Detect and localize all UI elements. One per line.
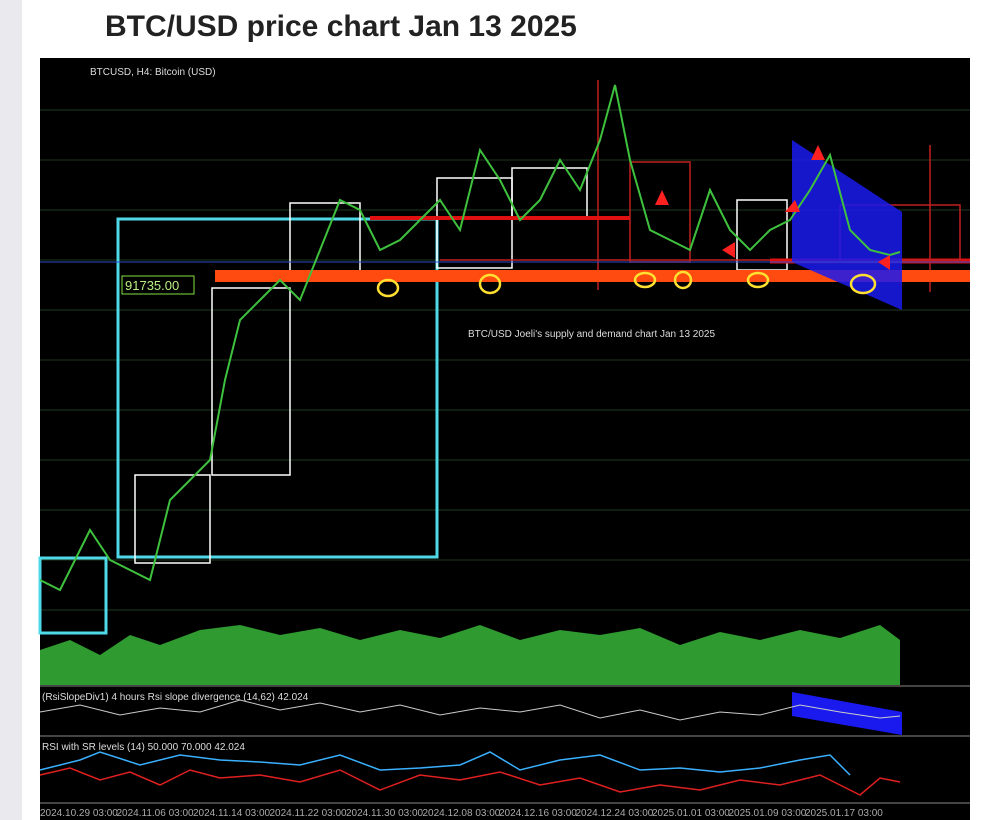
x-tick-label: 2025.01.01 03:00 (652, 808, 730, 819)
symbol-label: BTCUSD, H4: Bitcoin (USD) (90, 67, 216, 78)
x-tick-label: 2024.11.14 03:00 (193, 808, 271, 819)
support-band (215, 270, 970, 282)
channel (792, 140, 902, 310)
rsi-line (39, 751, 851, 776)
panel-label: (RsiSlopeDiv1) 4 hours Rsi slope diverge… (42, 692, 309, 703)
x-tick-label: 2024.10.29 03:00 (40, 808, 118, 819)
x-tick-label: 2025.01.17 03:00 (805, 808, 883, 819)
x-tick-label: 2024.12.16 03:00 (499, 808, 577, 819)
x-tick-label: 2024.11.30 03:00 (346, 808, 424, 819)
x-tick-label: 2025.01.09 03:00 (729, 808, 807, 819)
arrows (655, 145, 890, 270)
rsi-line (39, 767, 901, 796)
demand-box (38, 556, 108, 635)
demand-box (116, 217, 439, 559)
price-tag (121, 275, 195, 295)
price-label: 91735.00 (125, 278, 179, 293)
page-title: BTC/USD price chart Jan 13 2025 (105, 10, 577, 43)
volume (40, 625, 900, 685)
side-strip (0, 0, 22, 820)
x-tick-label: 2024.11.22 03:00 (270, 808, 348, 819)
slope-line (39, 699, 901, 721)
markers (376, 270, 877, 298)
x-tick-label: 2024.12.24 03:00 (576, 808, 654, 819)
grid (40, 109, 970, 611)
x-tick-label: 2024.12.08 03:00 (423, 808, 501, 819)
price-line (39, 84, 901, 592)
annotation: BTC/USD Joeli's supply and demand chart … (468, 329, 715, 340)
panel-label: RSI with SR levels (14) 50.000 70.000 42… (42, 742, 245, 753)
x-tick-label: 2024.11.06 03:00 (117, 808, 195, 819)
